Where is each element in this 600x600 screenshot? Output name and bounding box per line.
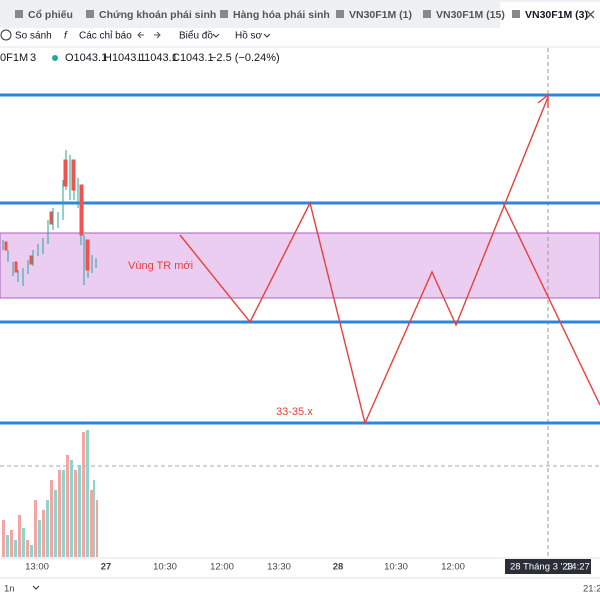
fx-icon: f [64, 31, 68, 42]
tab[interactable]: Cổ phiếu [28, 9, 73, 21]
levels [0, 93, 600, 425]
range-button[interactable]: 1n [4, 584, 15, 595]
status-dot [52, 55, 58, 61]
crosshair-label-bg [505, 559, 591, 574]
toolbar-button[interactable]: Biểu đồ [179, 30, 213, 42]
legend-close: C1043.1 [172, 52, 214, 64]
legend-high: H1043.1 [104, 52, 146, 64]
caret [32, 585, 40, 590]
x-label: 12:00 [210, 562, 234, 573]
crosshair-date: 28 Tháng 3 '23 [510, 562, 573, 573]
tab-icons [15, 10, 520, 18]
undo-icon[interactable] [137, 31, 144, 39]
x-label: 28 [333, 562, 344, 573]
tab[interactable]: VN30F1M (1) [349, 9, 412, 21]
x-label: 13:30 [267, 562, 291, 573]
toolbar-button[interactable]: Các chỉ báo [79, 30, 132, 42]
tab[interactable]: VN30F1M (3) [525, 9, 588, 21]
tab[interactable]: Chứng khoán phái sinh [99, 9, 216, 21]
clock: 21:2 [583, 584, 600, 595]
x-label: 10:30 [384, 562, 408, 573]
annotation: Vùng TR mới [128, 260, 193, 272]
crosshair-time: 14:27 [566, 562, 590, 573]
volume [2, 430, 98, 557]
annotation: 33-35.x [276, 406, 313, 418]
tr-zone [0, 232, 600, 299]
caret [212, 33, 220, 38]
x-label: 27 [101, 562, 112, 573]
caret [263, 33, 271, 38]
legend-low: L1043.1 [138, 52, 178, 64]
toolbar-button[interactable]: Hồ sơ [235, 30, 263, 42]
tab[interactable]: Hàng hóa phái sinh [233, 9, 330, 21]
legend-open: O1043.1 [65, 52, 107, 64]
x-label: 12:00 [441, 562, 465, 573]
tab[interactable]: VN30F1M (15) [436, 9, 505, 21]
legend-interval: 3 [30, 52, 36, 64]
projection [179, 93, 600, 426]
legend-symbol: 0F1M [0, 52, 28, 64]
toolbar-button[interactable]: So sánh [15, 31, 52, 42]
compare-icon [0, 29, 12, 41]
candles [2, 150, 97, 286]
x-label: 13:00 [25, 562, 49, 573]
x-label: 10:30 [153, 562, 177, 573]
legend-change: −2.5 (−0.24%) [210, 52, 280, 64]
redo-icon[interactable] [154, 31, 161, 39]
close-icon[interactable] [586, 10, 595, 19]
